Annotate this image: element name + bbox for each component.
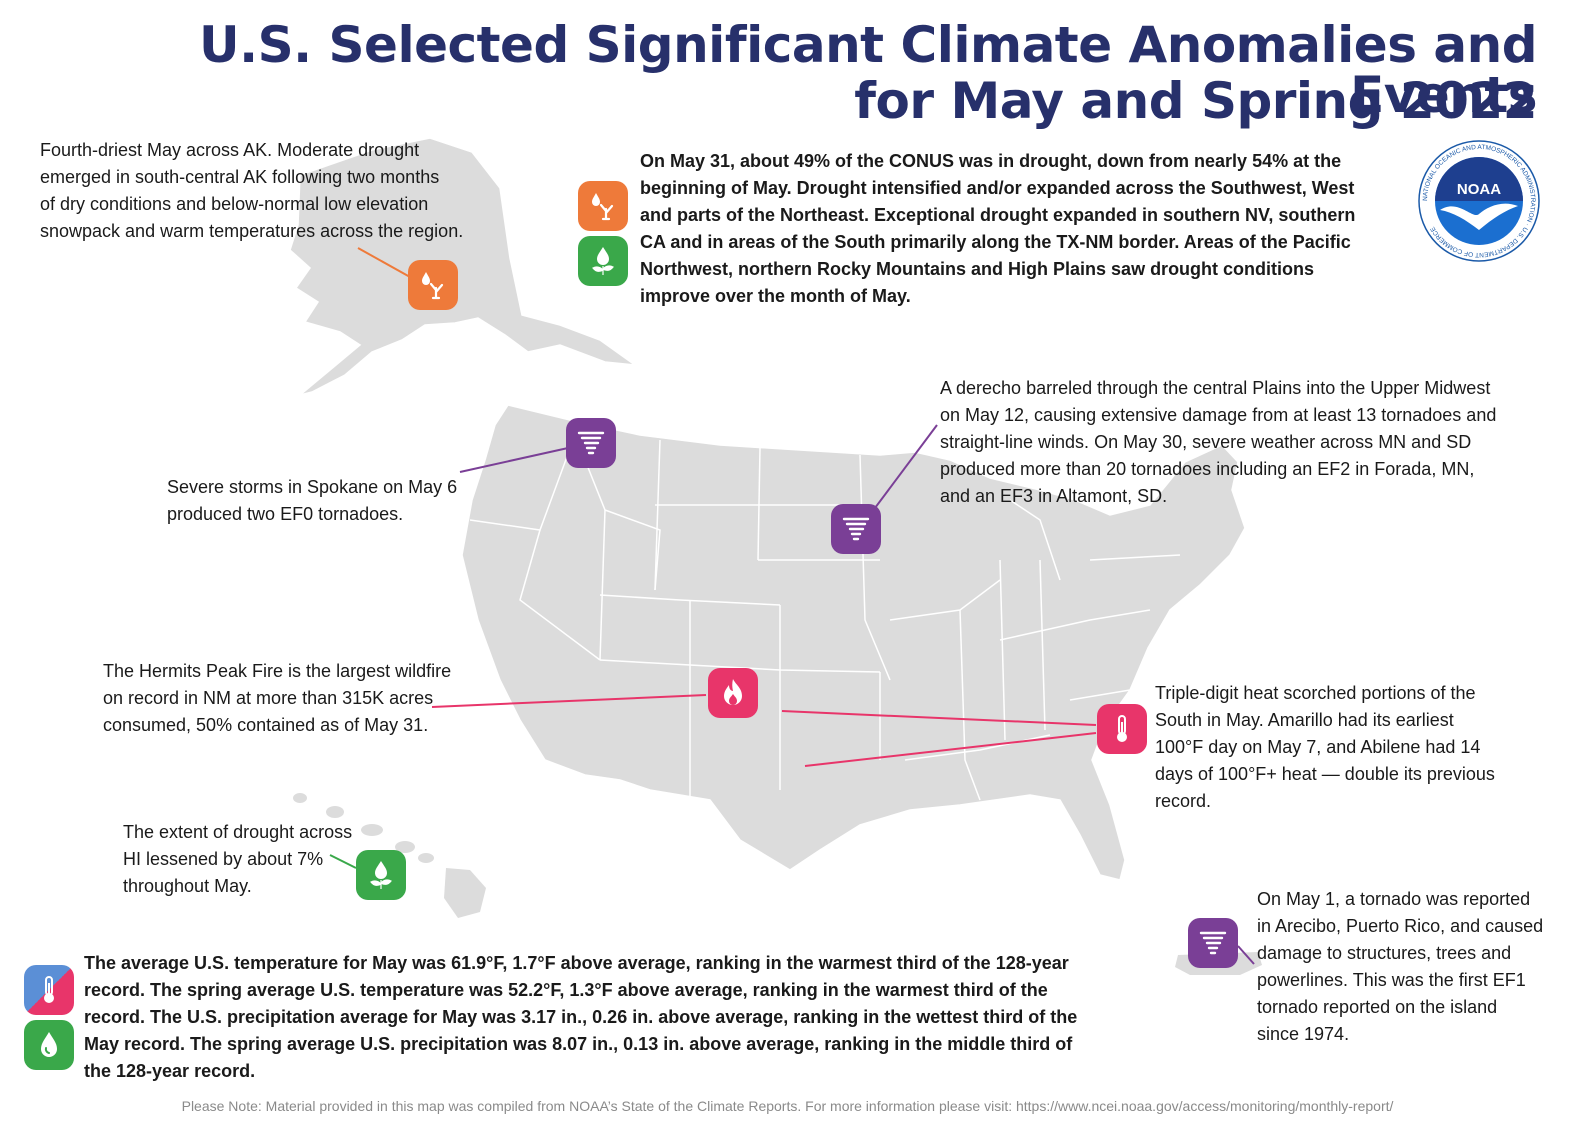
thermometer-icon <box>1097 704 1147 754</box>
tornado-icon <box>1188 918 1238 968</box>
puerto-rico-note: On May 1, a tornado was reported in Arec… <box>1257 889 1544 1044</box>
spokane-note: Severe storms in Spokane on May 6 produc… <box>167 477 458 524</box>
tornado-icon <box>831 504 881 554</box>
drought-icon <box>578 181 628 231</box>
noaa-logo: NATIONAL OCEANIC AND ATMOSPHERIC ADMINIS… <box>1418 140 1540 262</box>
hawaii-note: The extent of drought across HI lessened… <box>123 822 353 896</box>
wildfire-icon <box>708 668 758 718</box>
page-title: U.S. Selected Significant Climate Anomal… <box>199 16 1537 124</box>
puerto-rico-leader-line <box>1237 945 1255 965</box>
page-subtitle: for May and Spring 2022 <box>854 72 1537 130</box>
thermometer-icon <box>24 965 74 1015</box>
footnote: Please Note: Material provided in this m… <box>181 1098 1394 1114</box>
hawaii-shape <box>293 793 486 918</box>
precipitation-icon <box>24 1020 74 1070</box>
tornado-icon <box>566 418 616 468</box>
heat-leader-line-abilene <box>804 732 1097 767</box>
drought-improvement-icon <box>356 850 406 900</box>
heat-leader-line-amarillo <box>781 710 1097 726</box>
drought-icon <box>408 260 458 310</box>
derecho-note: A derecho barreled through the central P… <box>940 378 1497 506</box>
heat-note: Triple-digit heat scorched portions of t… <box>1155 683 1495 811</box>
drought-summary-note: On May 31, about 49% of the CONUS was in… <box>640 151 1356 306</box>
spokane-leader-line <box>459 447 569 473</box>
derecho-leader-line <box>871 424 938 513</box>
hermits-peak-note: The Hermits Peak Fire is the largest wil… <box>103 661 452 735</box>
svg-text:NOAA: NOAA <box>1457 181 1501 198</box>
national-summary-note: The average U.S. temperature for May was… <box>84 953 1078 1081</box>
alaska-leader-line <box>357 247 411 278</box>
alaska-shape <box>289 137 638 396</box>
alaska-note: Fourth-driest May across AK. Moderate dr… <box>40 140 464 241</box>
fire-leader-line <box>431 694 707 708</box>
hawaii-leader-line <box>329 854 357 869</box>
drought-improvement-icon <box>578 236 628 286</box>
